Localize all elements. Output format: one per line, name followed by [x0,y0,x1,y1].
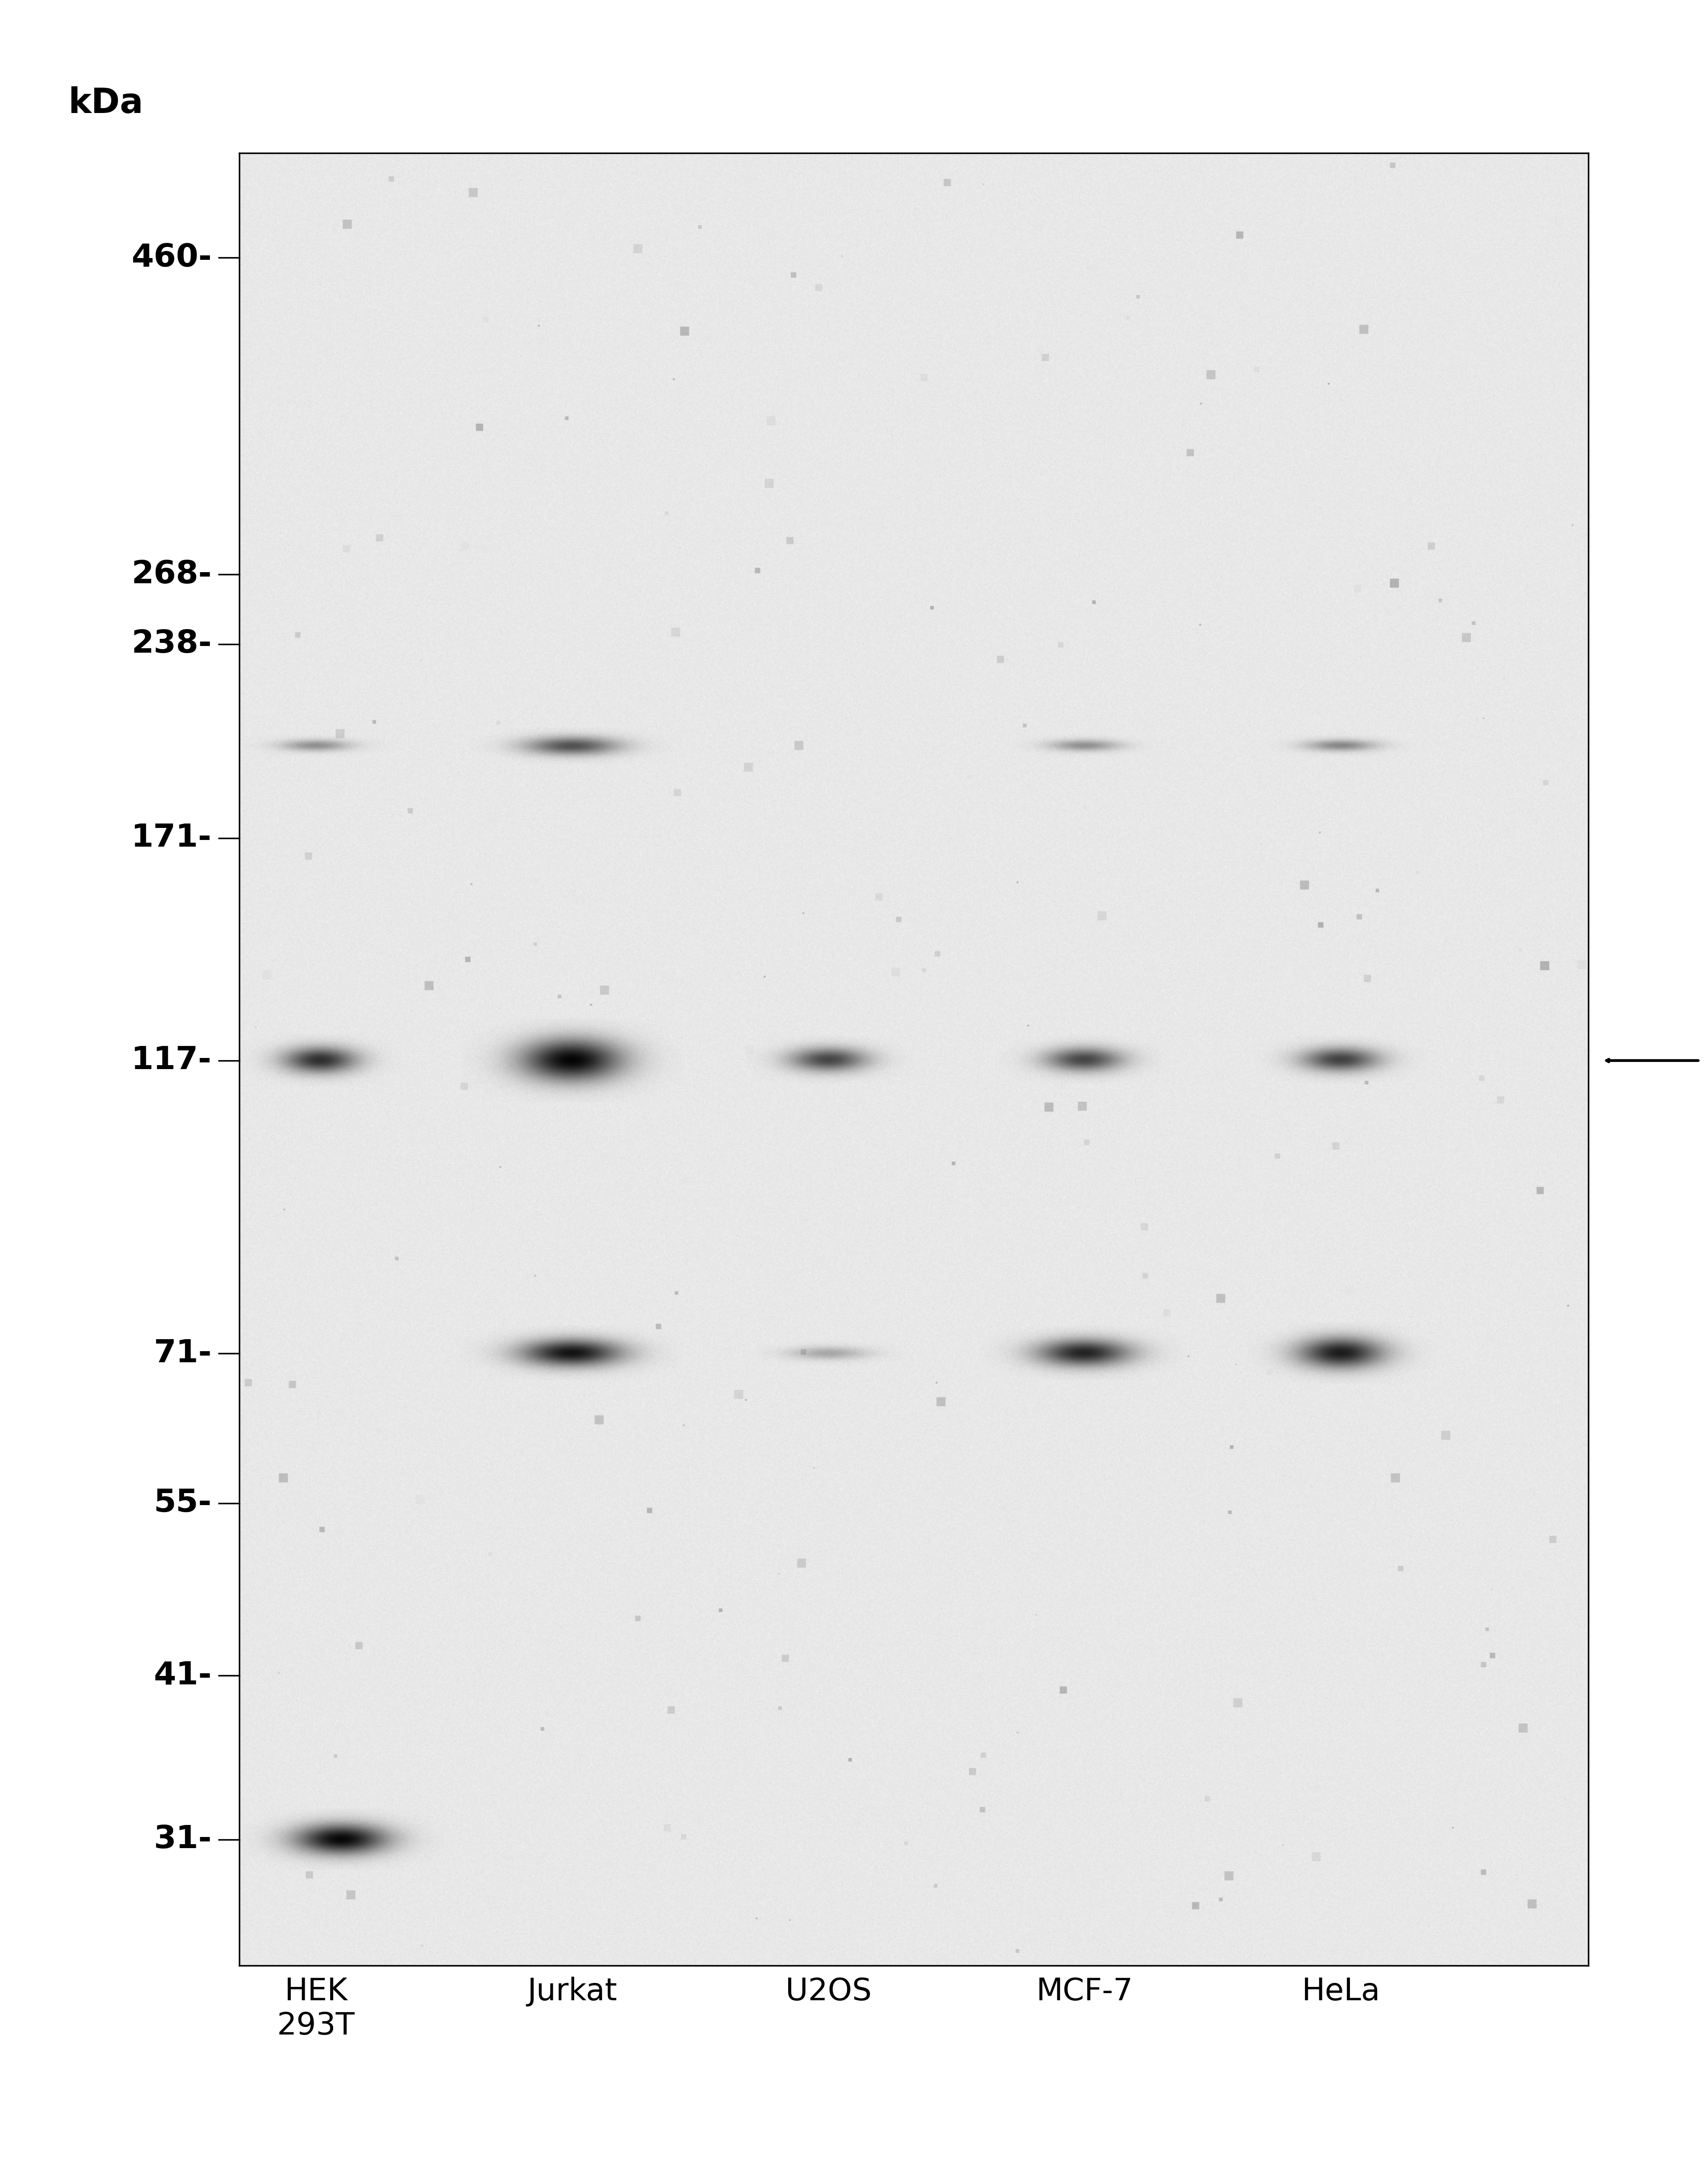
Text: 55-: 55- [154,1487,212,1518]
Text: MCF-7: MCF-7 [1037,1977,1132,2007]
Text: 460-: 460- [132,242,212,273]
Text: 171-: 171- [132,823,212,854]
Text: 31-: 31- [154,1824,212,1854]
Text: Jurkat: Jurkat [528,1977,617,2007]
Text: 268-: 268- [132,559,212,590]
Text: HeLa: HeLa [1301,1977,1380,2007]
Text: kDa: kDa [68,87,143,120]
Text: U2OS: U2OS [786,1977,871,2007]
Text: HEK
293T: HEK 293T [277,1977,355,2040]
Text: 238-: 238- [132,629,212,660]
Text: 117-: 117- [132,1046,212,1077]
Text: 71-: 71- [154,1339,212,1369]
Text: 41-: 41- [154,1660,212,1690]
